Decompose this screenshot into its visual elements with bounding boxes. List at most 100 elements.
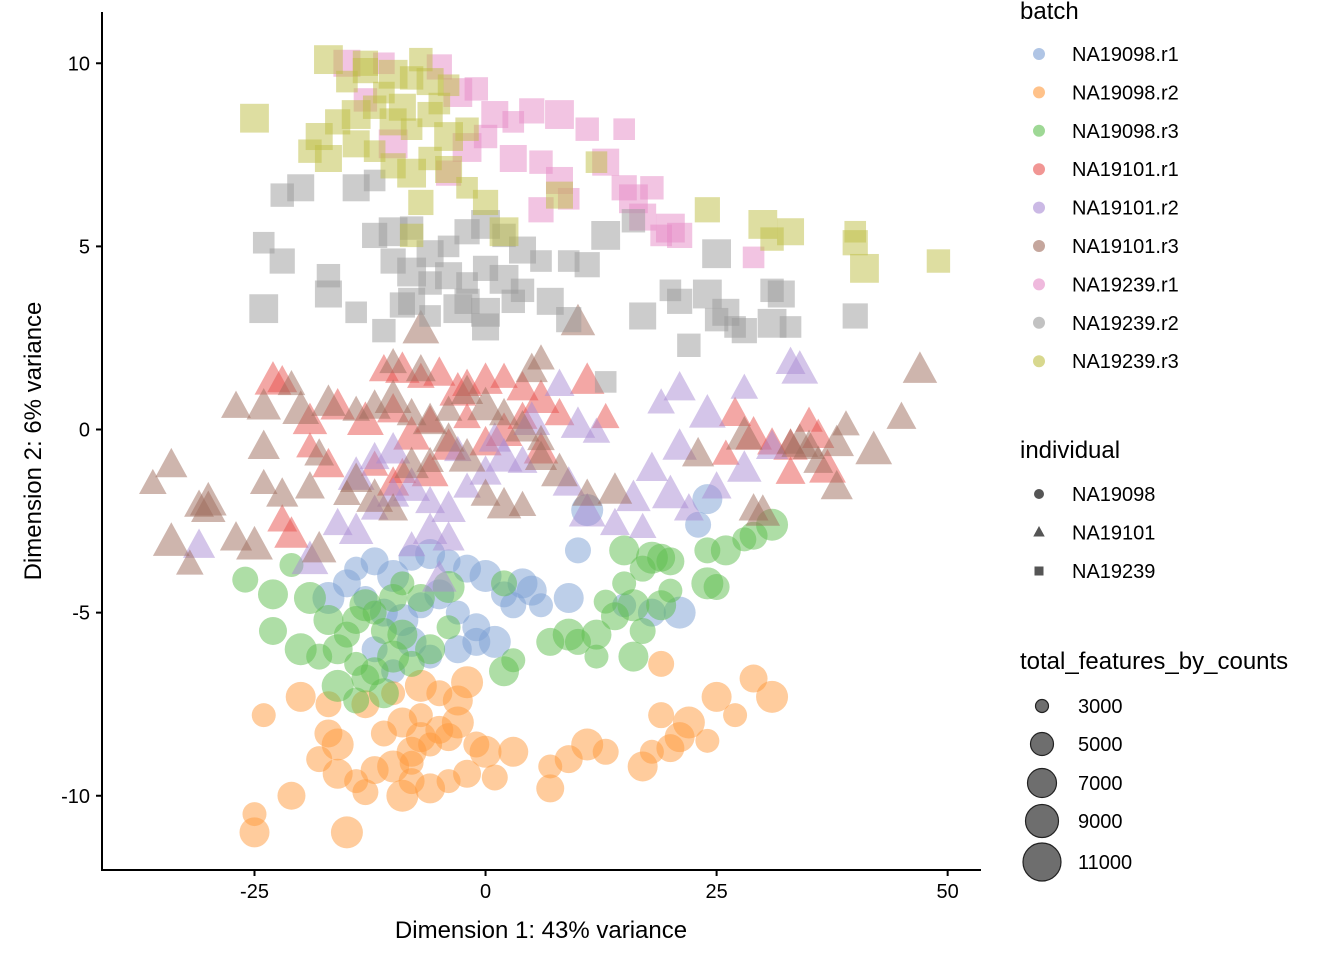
- legend-batch-label: NA19239.r2: [1072, 313, 1179, 335]
- data-point: [314, 45, 343, 75]
- legend-batch-key: [1033, 278, 1045, 291]
- data-point: [498, 736, 529, 767]
- data-point: [372, 318, 396, 343]
- data-point: [412, 402, 448, 435]
- data-point: [437, 74, 460, 97]
- y-tick-label: -5: [72, 603, 90, 625]
- data-point: [249, 468, 278, 495]
- data-point: [779, 316, 802, 338]
- data-point: [405, 722, 436, 753]
- data-point: [352, 50, 378, 76]
- data-point: [434, 723, 463, 752]
- data-point: [443, 294, 473, 324]
- legend-individual-entries: NA19098 NA19101 NA19239: [1033, 484, 1155, 583]
- data-point: [777, 218, 805, 246]
- legend-batch-key: [1033, 163, 1045, 176]
- data-point: [393, 416, 431, 450]
- data-point: [491, 570, 518, 597]
- data-point: [682, 436, 715, 467]
- data-point: [356, 478, 394, 512]
- data-point: [489, 217, 519, 247]
- legend-batch-entries: NA19098.r1 NA19098.r2 NA19098.r3 NA19101.r1…: [1033, 44, 1179, 373]
- data-point: [386, 779, 419, 812]
- data-point: [472, 313, 500, 341]
- data-point: [541, 452, 578, 487]
- data-point: [470, 478, 501, 506]
- data-point: [519, 98, 545, 124]
- data-point: [373, 81, 395, 104]
- data-point: [333, 479, 361, 506]
- legend-batch-key: [1033, 316, 1045, 329]
- x-tick-label: 25: [705, 881, 727, 903]
- data-point: [239, 817, 270, 848]
- data-point: [490, 362, 518, 388]
- data-point: [618, 641, 649, 672]
- legend-batch-label: NA19098.r3: [1072, 121, 1179, 143]
- data-point: [635, 451, 669, 481]
- data-point: [419, 305, 441, 327]
- legend-batch-key: [1033, 355, 1045, 368]
- data-point: [527, 424, 555, 451]
- data-point: [456, 176, 478, 199]
- data-point: [322, 507, 353, 536]
- data-point: [437, 235, 460, 258]
- data-point: [397, 531, 426, 557]
- data-point: [343, 687, 370, 714]
- data-point: [926, 249, 951, 273]
- legend-batch-label: NA19239.r1: [1072, 274, 1179, 296]
- data-point: [502, 111, 525, 133]
- legend-batch-label: NA19098.r2: [1072, 82, 1179, 104]
- data-point: [266, 477, 299, 507]
- data-point: [285, 681, 316, 712]
- data-point: [257, 579, 288, 610]
- data-point: [677, 333, 701, 357]
- legend-batch-key: [1033, 124, 1045, 137]
- legend-batch-label: NA19101.r1: [1072, 159, 1179, 181]
- legend-size-label: 5000: [1078, 734, 1123, 756]
- data-point: [572, 478, 603, 506]
- data-point: [362, 600, 387, 625]
- data-point: [855, 430, 893, 465]
- data-point: [294, 471, 325, 499]
- data-point: [530, 250, 552, 272]
- data-point: [592, 738, 619, 765]
- data-point: [489, 397, 519, 426]
- data-point: [842, 230, 868, 256]
- data-point: [301, 530, 337, 563]
- data-point: [277, 369, 306, 396]
- data-point: [448, 437, 486, 472]
- legend-batch-key: [1033, 48, 1045, 60]
- data-point: [313, 604, 344, 635]
- data-point: [842, 303, 868, 329]
- data-point: [832, 410, 860, 436]
- data-point: [462, 627, 491, 656]
- data-point: [647, 388, 675, 414]
- data-point: [408, 703, 433, 728]
- data-point: [664, 722, 695, 753]
- data-point: [182, 528, 216, 558]
- data-point: [591, 221, 621, 250]
- data-point: [703, 573, 730, 600]
- x-tick-label: 0: [480, 881, 491, 903]
- data-point: [820, 469, 853, 500]
- data-point: [524, 440, 558, 470]
- data-point: [336, 70, 358, 93]
- data-point: [582, 417, 611, 443]
- data-point: [453, 402, 481, 429]
- data-point: [585, 151, 608, 173]
- data-point: [415, 634, 446, 665]
- data-point: [609, 535, 640, 566]
- data-point: [574, 252, 600, 278]
- data-point: [242, 802, 267, 827]
- data-point: [277, 781, 306, 810]
- legend-individual-label: NA19101: [1072, 523, 1155, 545]
- y-ticks: 10 5 0 -5 -10: [61, 53, 102, 808]
- data-point: [597, 472, 633, 504]
- data-point: [176, 549, 204, 575]
- data-point: [219, 521, 253, 551]
- data-point: [560, 406, 596, 438]
- legend-size-label: 3000: [1078, 696, 1123, 718]
- data-point: [621, 209, 646, 233]
